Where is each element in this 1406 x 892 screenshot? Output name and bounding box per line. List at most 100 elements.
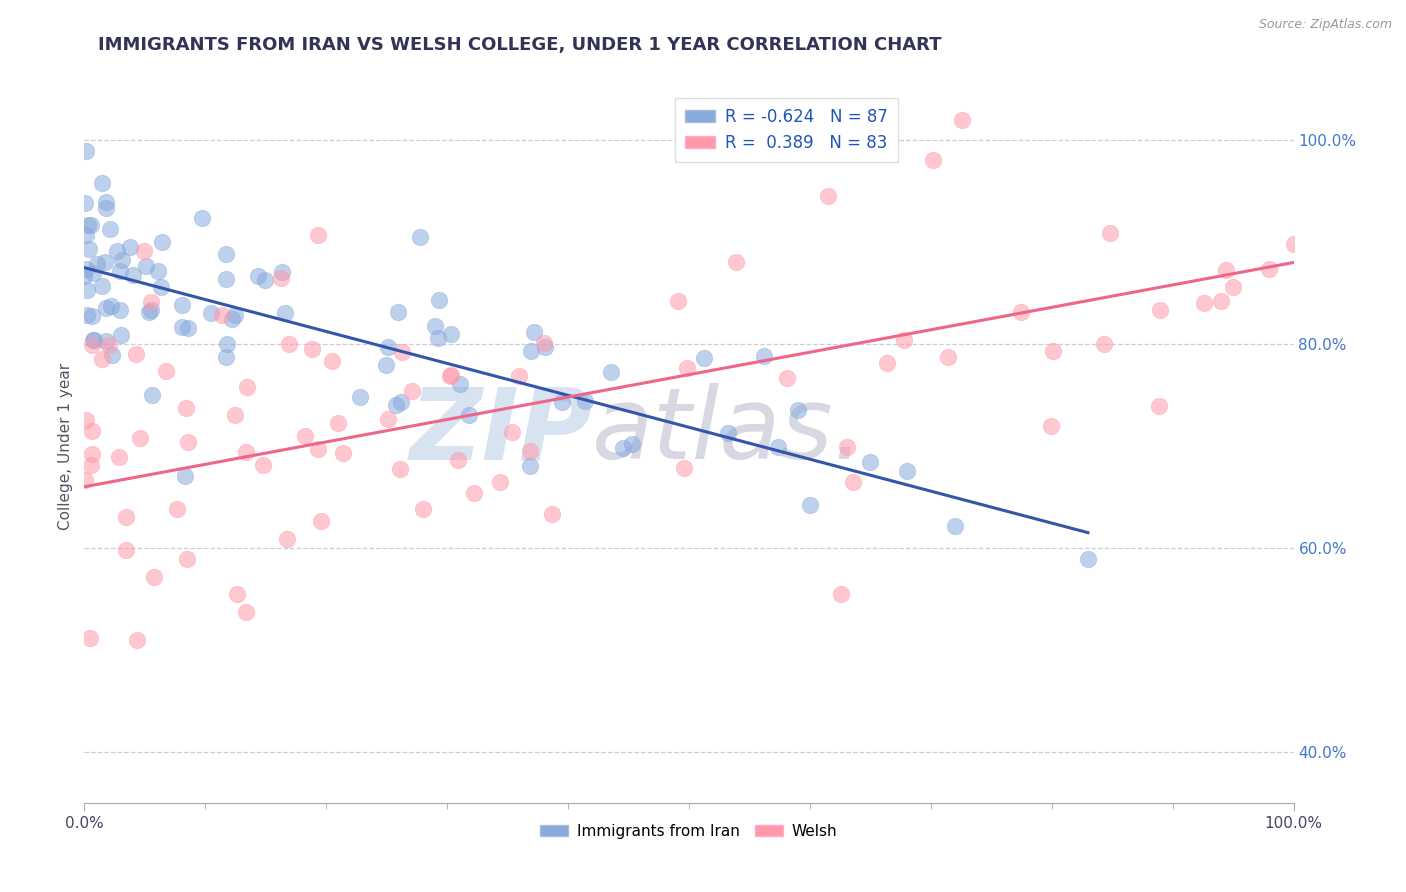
Text: Source: ZipAtlas.com: Source: ZipAtlas.com xyxy=(1258,18,1392,31)
Text: atlas.: atlas. xyxy=(592,384,866,480)
Point xyxy=(82,333,104,347)
Point xyxy=(79,631,101,645)
Point xyxy=(307,442,329,456)
Point xyxy=(114,510,136,524)
Point xyxy=(274,306,297,320)
Point xyxy=(235,444,257,458)
Point xyxy=(1258,262,1281,277)
Point xyxy=(1215,262,1237,277)
Point xyxy=(211,308,233,322)
Point xyxy=(246,269,269,284)
Legend: Immigrants from Iran, Welsh: Immigrants from Iran, Welsh xyxy=(534,818,844,845)
Point xyxy=(79,458,101,472)
Point xyxy=(135,259,157,273)
Point xyxy=(550,395,572,409)
Point xyxy=(80,218,103,232)
Point xyxy=(533,336,555,351)
Point xyxy=(235,605,257,619)
Point xyxy=(388,462,411,476)
Point xyxy=(139,302,162,317)
Point xyxy=(80,447,103,461)
Point xyxy=(83,333,105,347)
Point xyxy=(80,338,103,352)
Point xyxy=(835,440,858,454)
Point xyxy=(1147,399,1170,413)
Point xyxy=(125,633,148,648)
Point xyxy=(489,475,512,490)
Point xyxy=(409,229,432,244)
Point xyxy=(278,336,301,351)
Point xyxy=(896,464,918,478)
Point xyxy=(508,368,530,383)
Point xyxy=(1194,296,1216,310)
Point xyxy=(387,305,409,319)
Point xyxy=(94,194,117,209)
Point xyxy=(943,519,966,533)
Point xyxy=(75,227,97,242)
Point xyxy=(412,501,434,516)
Point xyxy=(716,426,738,441)
Point xyxy=(349,390,371,404)
Point xyxy=(600,365,623,379)
Point xyxy=(519,444,541,458)
Point xyxy=(1282,237,1305,252)
Point xyxy=(401,384,423,399)
Point xyxy=(75,473,97,487)
Point xyxy=(221,311,243,326)
Point xyxy=(1222,280,1244,294)
Point xyxy=(75,262,97,277)
Point xyxy=(612,441,634,455)
Point xyxy=(86,257,108,271)
Point xyxy=(1039,419,1062,434)
Point xyxy=(224,408,246,422)
Point xyxy=(225,587,247,601)
Y-axis label: College, Under 1 year: College, Under 1 year xyxy=(58,362,73,530)
Point xyxy=(423,318,446,333)
Point xyxy=(799,498,821,512)
Point xyxy=(1077,552,1099,566)
Point xyxy=(94,301,117,315)
Point xyxy=(105,244,128,259)
Point xyxy=(174,401,197,415)
Point xyxy=(176,551,198,566)
Point xyxy=(129,432,152,446)
Point xyxy=(1149,302,1171,317)
Point xyxy=(125,347,148,361)
Point xyxy=(82,309,104,323)
Point xyxy=(621,437,644,451)
Point xyxy=(108,263,131,277)
Point xyxy=(177,434,200,449)
Point xyxy=(94,201,117,215)
Point xyxy=(693,351,716,366)
Point xyxy=(77,218,100,232)
Point xyxy=(215,350,238,364)
Point xyxy=(439,326,461,341)
Point xyxy=(519,458,541,473)
Point xyxy=(936,351,959,365)
Point xyxy=(1092,337,1115,351)
Point xyxy=(859,454,882,468)
Point xyxy=(950,112,973,127)
Point xyxy=(94,334,117,349)
Point xyxy=(90,279,112,293)
Point xyxy=(138,305,160,319)
Point xyxy=(842,475,865,490)
Point xyxy=(236,380,259,394)
Point xyxy=(457,409,479,423)
Point xyxy=(111,253,134,268)
Point xyxy=(893,333,915,347)
Point xyxy=(214,247,236,261)
Point xyxy=(97,338,120,352)
Point xyxy=(385,398,408,412)
Point xyxy=(100,299,122,313)
Point xyxy=(82,425,104,439)
Point xyxy=(108,303,131,318)
Point xyxy=(520,343,543,358)
Point xyxy=(374,358,396,372)
Point xyxy=(110,327,132,342)
Point xyxy=(115,543,138,558)
Point xyxy=(817,188,839,202)
Point xyxy=(118,239,141,253)
Point xyxy=(541,508,564,522)
Point xyxy=(177,321,200,335)
